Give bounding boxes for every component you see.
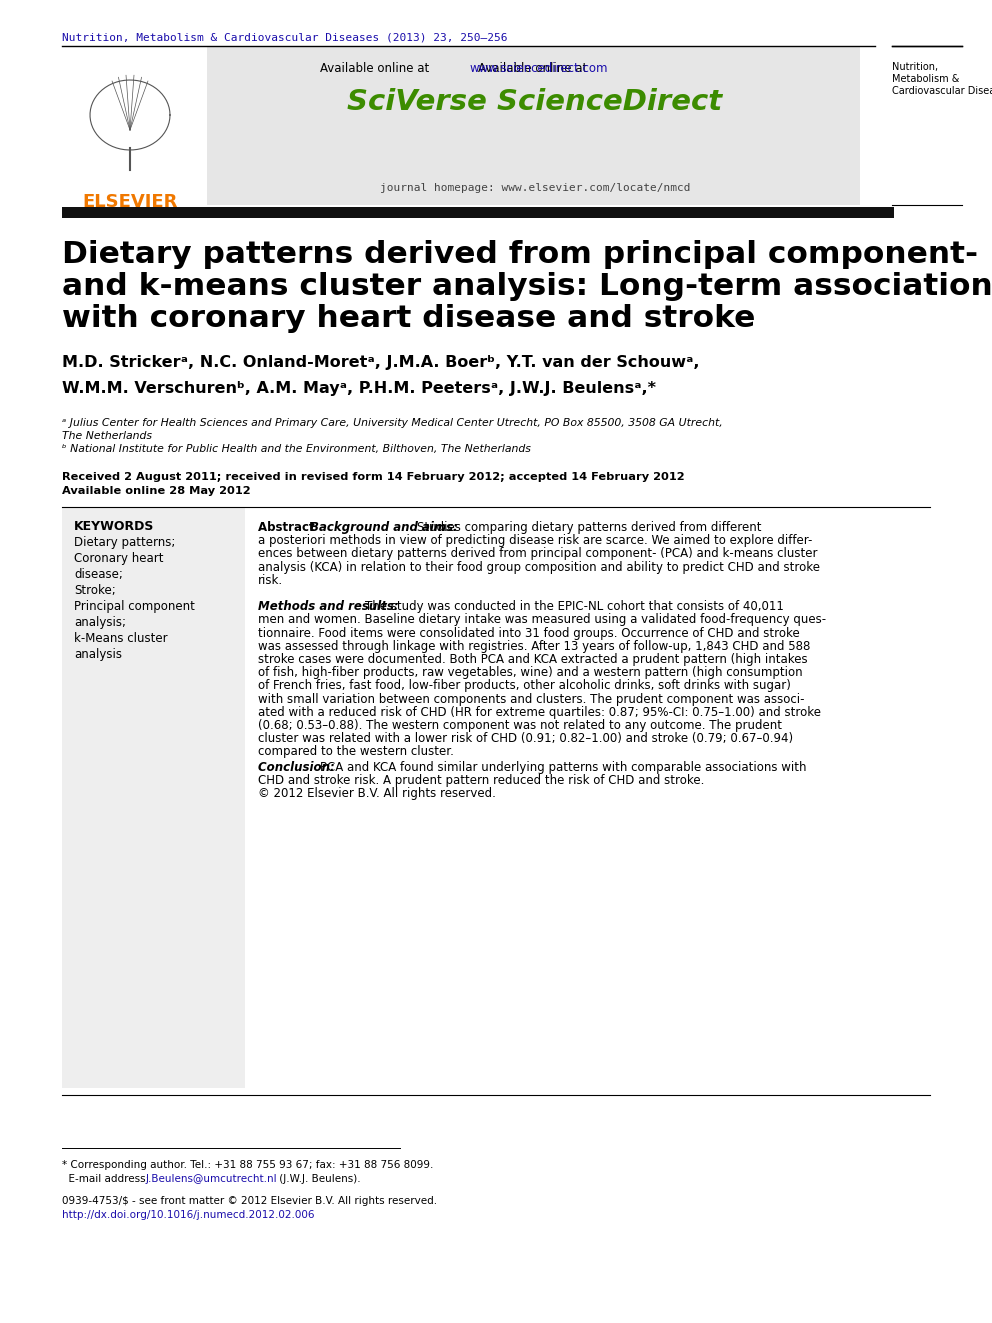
Text: Studies comparing dietary patterns derived from different: Studies comparing dietary patterns deriv… — [417, 521, 762, 534]
Text: 0939-4753/$ - see front matter © 2012 Elsevier B.V. All rights reserved.: 0939-4753/$ - see front matter © 2012 El… — [62, 1196, 437, 1207]
Bar — [62, 206, 894, 218]
Text: Metabolism &: Metabolism & — [892, 74, 959, 83]
Text: of French fries, fast food, low-fiber products, other alcoholic drinks, soft dri: of French fries, fast food, low-fiber pr… — [258, 680, 791, 692]
Text: Background and aims:: Background and aims: — [310, 521, 462, 534]
Text: compared to the western cluster.: compared to the western cluster. — [258, 745, 454, 758]
Text: tionnaire. Food items were consolidated into 31 food groups. Occurrence of CHD a: tionnaire. Food items were consolidated … — [258, 627, 800, 639]
Text: of fish, high-fiber products, raw vegetables, wine) and a western pattern (high : of fish, high-fiber products, raw vegeta… — [258, 667, 803, 679]
Text: stroke cases were documented. Both PCA and KCA extracted a prudent pattern (high: stroke cases were documented. Both PCA a… — [258, 654, 807, 665]
Text: W.M.M. Verschurenᵇ, A.M. Mayᵃ, P.H.M. Peetersᵃ, J.W.J. Beulensᵃ,*: W.M.M. Verschurenᵇ, A.M. Mayᵃ, P.H.M. Pe… — [62, 381, 656, 396]
Text: ELSEVIER: ELSEVIER — [82, 193, 178, 210]
Text: Dietary patterns derived from principal component-: Dietary patterns derived from principal … — [62, 239, 978, 269]
Text: Available online at: Available online at — [320, 62, 433, 75]
Text: Nutrition,: Nutrition, — [892, 62, 938, 71]
Bar — [62, 508, 245, 1088]
Text: Cardiovascular Diseases: Cardiovascular Diseases — [892, 86, 992, 97]
Text: was assessed through linkage with registries. After 13 years of follow-up, 1,843: was assessed through linkage with regist… — [258, 640, 810, 652]
Text: Available online at: Available online at — [478, 62, 591, 75]
Text: analysis (KCA) in relation to their food group composition and ability to predic: analysis (KCA) in relation to their food… — [258, 561, 820, 574]
Bar — [68, 48, 203, 183]
Text: KEYWORDS: KEYWORDS — [74, 520, 155, 533]
Text: analysis: analysis — [74, 648, 122, 662]
Text: Methods and results:: Methods and results: — [258, 601, 403, 613]
Text: analysis;: analysis; — [74, 617, 126, 628]
Text: k-Means cluster: k-Means cluster — [74, 632, 168, 646]
Text: Stroke;: Stroke; — [74, 583, 116, 597]
Text: M.D. Strickerᵃ, N.C. Onland-Moretᵃ, J.M.A. Boerᵇ, Y.T. van der Schouwᵃ,: M.D. Strickerᵃ, N.C. Onland-Moretᵃ, J.M.… — [62, 355, 699, 370]
Text: J.Beulens@umcutrecht.nl: J.Beulens@umcutrecht.nl — [146, 1174, 278, 1184]
Text: men and women. Baseline dietary intake was measured using a validated food-frequ: men and women. Baseline dietary intake w… — [258, 614, 826, 626]
Text: http://dx.doi.org/10.1016/j.numecd.2012.02.006: http://dx.doi.org/10.1016/j.numecd.2012.… — [62, 1211, 314, 1220]
Text: www.sciencedirect.com: www.sciencedirect.com — [470, 62, 608, 75]
Text: ences between dietary patterns derived from principal component- (PCA) and k-mea: ences between dietary patterns derived f… — [258, 548, 817, 561]
Text: disease;: disease; — [74, 568, 123, 581]
Text: The study was conducted in the EPIC-NL cohort that consists of 40,011: The study was conducted in the EPIC-NL c… — [365, 601, 784, 613]
Text: The Netherlands: The Netherlands — [62, 431, 152, 441]
Text: PCA and KCA found similar underlying patterns with comparable associations with: PCA and KCA found similar underlying pat… — [320, 761, 806, 774]
Text: (J.W.J. Beulens).: (J.W.J. Beulens). — [276, 1174, 361, 1184]
Text: Principal component: Principal component — [74, 601, 194, 613]
Text: Coronary heart: Coronary heart — [74, 552, 164, 565]
Text: ᵇ National Institute for Public Health and the Environment, Bilthoven, The Nethe: ᵇ National Institute for Public Health a… — [62, 445, 531, 454]
Text: Conclusion:: Conclusion: — [258, 761, 339, 774]
Text: CHD and stroke risk. A prudent pattern reduced the risk of CHD and stroke.: CHD and stroke risk. A prudent pattern r… — [258, 774, 704, 787]
Text: SciVerse ScienceDirect: SciVerse ScienceDirect — [347, 89, 722, 116]
Text: ated with a reduced risk of CHD (HR for extreme quartiles: 0.87; 95%-CI: 0.75–1.: ated with a reduced risk of CHD (HR for … — [258, 705, 821, 718]
Text: (0.68; 0.53–0.88). The western component was not related to any outcome. The pru: (0.68; 0.53–0.88). The western component… — [258, 718, 782, 732]
Text: Abstract: Abstract — [258, 521, 327, 534]
Text: journal homepage: www.elsevier.com/locate/nmcd: journal homepage: www.elsevier.com/locat… — [380, 183, 690, 193]
Text: risk.: risk. — [258, 574, 283, 587]
Text: ᵃ Julius Center for Health Sciences and Primary Care, University Medical Center : ᵃ Julius Center for Health Sciences and … — [62, 418, 723, 429]
Text: cluster was related with a lower risk of CHD (0.91; 0.82–1.00) and stroke (0.79;: cluster was related with a lower risk of… — [258, 732, 794, 745]
Text: E-mail address:: E-mail address: — [62, 1174, 153, 1184]
Text: with small variation between components and clusters. The prudent component was : with small variation between components … — [258, 693, 805, 705]
Text: with coronary heart disease and stroke: with coronary heart disease and stroke — [62, 304, 755, 333]
Text: and k-means cluster analysis: Long-term association: and k-means cluster analysis: Long-term … — [62, 273, 992, 302]
Text: Available online 28 May 2012: Available online 28 May 2012 — [62, 486, 251, 496]
Bar — [207, 48, 860, 205]
Text: © 2012 Elsevier B.V. All rights reserved.: © 2012 Elsevier B.V. All rights reserved… — [258, 787, 496, 800]
Text: Received 2 August 2011; received in revised form 14 February 2012; accepted 14 F: Received 2 August 2011; received in revi… — [62, 472, 684, 482]
Text: * Corresponding author. Tel.: +31 88 755 93 67; fax: +31 88 756 8099.: * Corresponding author. Tel.: +31 88 755… — [62, 1160, 434, 1170]
Text: Dietary patterns;: Dietary patterns; — [74, 536, 176, 549]
Text: a posteriori methods in view of predicting disease risk are scarce. We aimed to : a posteriori methods in view of predicti… — [258, 534, 812, 548]
Text: Nutrition, Metabolism & Cardiovascular Diseases (2013) 23, 250–256: Nutrition, Metabolism & Cardiovascular D… — [62, 32, 508, 42]
